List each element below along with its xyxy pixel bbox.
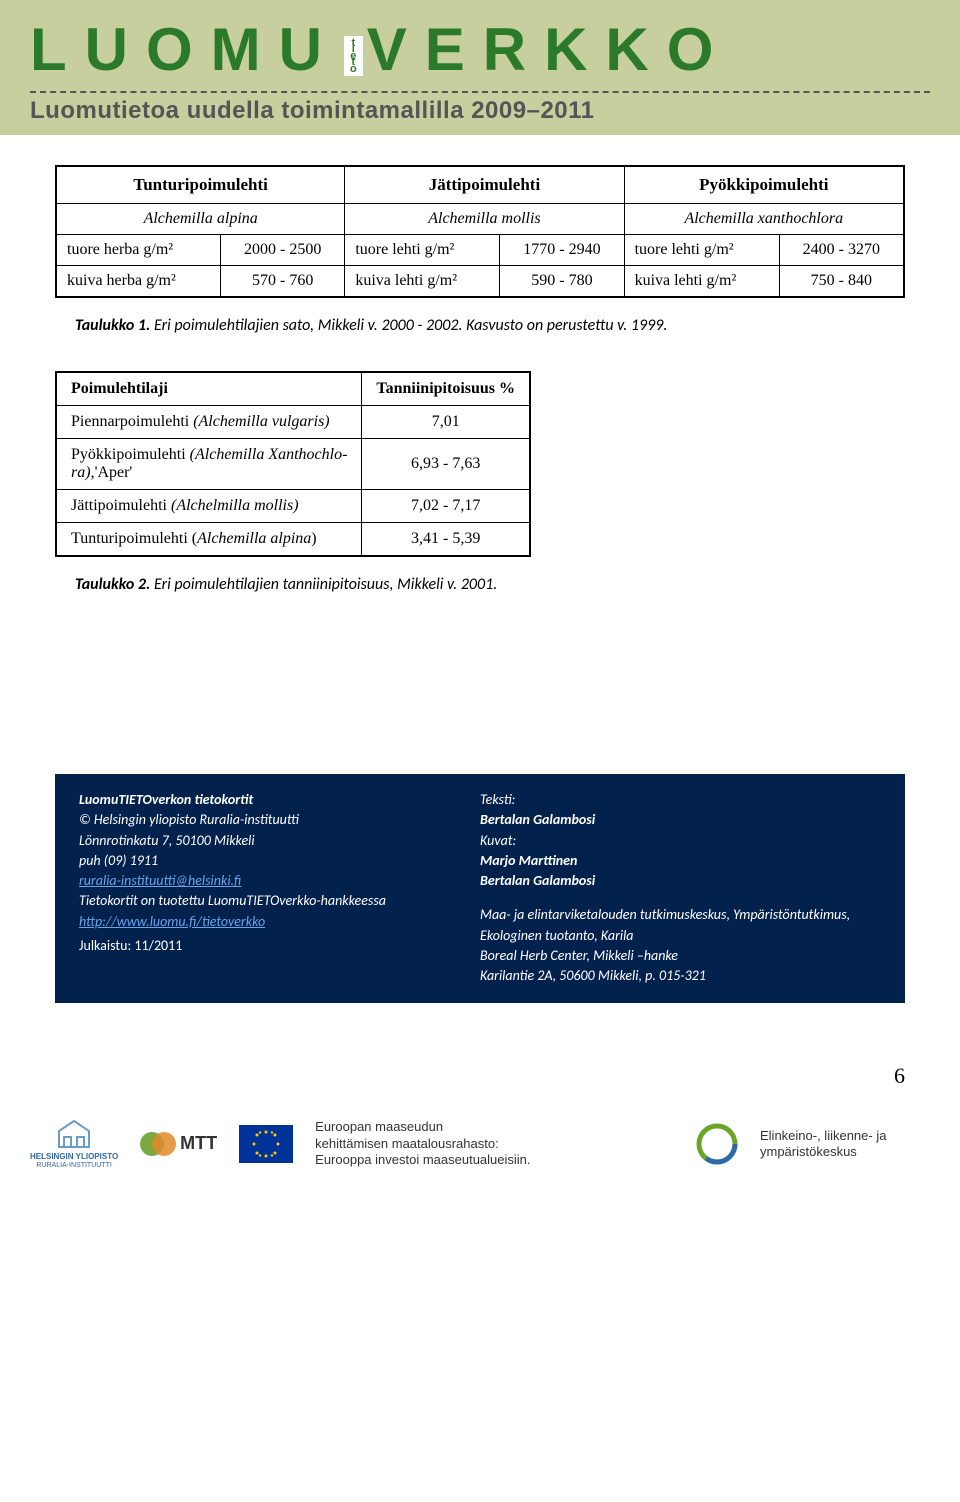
table1-head-1: Tunturipoimulehti bbox=[56, 166, 345, 204]
t1-r2-l3: kuiva lehti g/m² bbox=[624, 266, 779, 298]
t2-head-1: Poimulehtilaji bbox=[56, 372, 362, 406]
tieto-letter: o bbox=[350, 66, 357, 73]
table1-sub-3: Alchemilla xanthochlora bbox=[624, 204, 904, 235]
caption2-text: Eri poimulehtilajien tanniinipitoisuus, … bbox=[154, 575, 497, 594]
table2-caption: Taulukko 2. Eri poimulehtilajien tanniin… bbox=[75, 575, 905, 594]
footer-line: puh (09) 1911 bbox=[79, 851, 480, 871]
header-subtitle: Luomutietoa uudella toimintamallilla 200… bbox=[30, 97, 930, 135]
page-number: 6 bbox=[0, 1063, 960, 1109]
table1-head-3: Pyökkipoimulehti bbox=[624, 166, 904, 204]
footer-mid-text: Tietokortit on tuotettu LuomuTIETOverkko… bbox=[79, 891, 480, 911]
helsinki-sub: RURALIA-INSTITUUTTI bbox=[36, 1162, 111, 1170]
logo-strip: HELSINGIN YLIOPISTO RURALIA-INSTITUUTTI … bbox=[0, 1109, 960, 1190]
t2-r2-v: 6,93 - 7,63 bbox=[362, 439, 530, 490]
addr-text: Karilantie 2A, 50600 Mikkeli, p. 015-321 bbox=[480, 966, 881, 986]
mtt-text: MTT bbox=[180, 1134, 217, 1154]
caption2-bold: Taulukko 2. bbox=[75, 575, 150, 594]
t1-r1-l2: tuore lehti g/m² bbox=[345, 235, 500, 266]
footer-url-link[interactable]: http://www.luomu.fi/tietoverkko bbox=[79, 913, 265, 930]
table1-sub-1: Alchemilla alpina bbox=[56, 204, 345, 235]
t1-r1-v2: 1770 - 2940 bbox=[500, 235, 624, 266]
boreal-text: Boreal Herb Center, Mikkeli –hanke bbox=[480, 946, 881, 966]
footer-title: LuomuTIETOverkon tietokortit bbox=[79, 790, 480, 810]
logo-right-text: VERKKO bbox=[367, 20, 732, 80]
t2-r4-v: 3,41 - 5,39 bbox=[362, 523, 530, 557]
eu-line1: Euroopan maaseudun bbox=[315, 1119, 443, 1134]
footer-left: LuomuTIETOverkon tietokortit © Helsingin… bbox=[79, 790, 480, 987]
mtt-logo-icon: MTT bbox=[140, 1126, 217, 1162]
header-divider bbox=[30, 91, 930, 93]
teksti-label: Teksti: bbox=[480, 790, 881, 810]
caption1-text: Eri poimulehtilajien sato, Mikkeli v. 20… bbox=[154, 316, 667, 335]
ely-logo-icon bbox=[696, 1123, 738, 1165]
t1-r1-v1: 2000 - 2500 bbox=[221, 235, 345, 266]
t2-head-2: Tanniinipitoisuus % bbox=[362, 372, 530, 406]
footer-email-link[interactable]: ruralia-instituutti@helsinki.fi bbox=[79, 872, 241, 889]
t1-r2-v1: 570 - 760 bbox=[221, 266, 345, 298]
table1-head-2: Jättipoimulehti bbox=[345, 166, 624, 204]
eu-text-block: Euroopan maaseudun kehittämisen maatalou… bbox=[315, 1119, 530, 1170]
eu-line3: Eurooppa investoi maaseutualueisiin. bbox=[315, 1152, 530, 1167]
teksti-value: Bertalan Galambosi bbox=[480, 810, 881, 830]
eu-line2: kehittämisen maatalousrahasto: bbox=[315, 1136, 499, 1151]
page-content: Tunturipoimulehti Jättipoimulehti Pyökki… bbox=[0, 135, 960, 1063]
kuvat-label: Kuvat: bbox=[480, 831, 881, 851]
t2-r1-v: 7,01 bbox=[362, 406, 530, 439]
t2-r1-l: Piennarpoimulehti (Alchemilla vulgaris) bbox=[56, 406, 362, 439]
eu-flag-icon bbox=[239, 1125, 293, 1163]
t1-r2-l1: kuiva herba g/m² bbox=[56, 266, 221, 298]
t2-r2-l: Pyökkipoimulehti (Alchemilla Xanthochlo-… bbox=[56, 439, 362, 490]
table-tanniini: Poimulehtilaji Tanniinipitoisuus % Pienn… bbox=[55, 371, 531, 557]
t1-r1-l3: tuore lehti g/m² bbox=[624, 235, 779, 266]
t2-r4-l: Tunturipoimulehti (Alchemilla alpina) bbox=[56, 523, 362, 557]
helsinki-logo-icon: HELSINGIN YLIOPISTO RURALIA-INSTITUUTTI bbox=[30, 1119, 118, 1169]
logo-left-text: LUOMU bbox=[30, 20, 340, 80]
t1-r1-l1: tuore herba g/m² bbox=[56, 235, 221, 266]
t1-r1-v3: 2400 - 3270 bbox=[779, 235, 904, 266]
footer-box: LuomuTIETOverkon tietokortit © Helsingin… bbox=[55, 774, 905, 1003]
helsinki-text: HELSINGIN YLIOPISTO bbox=[30, 1153, 118, 1162]
spacer bbox=[480, 891, 881, 905]
t2-r3-l: Jättipoimulehti (Alchelmilla mollis) bbox=[56, 490, 362, 523]
footer-right: Teksti: Bertalan Galambosi Kuvat: Marjo … bbox=[480, 790, 881, 987]
kuvat-value-2: Bertalan Galambosi bbox=[480, 871, 881, 891]
footer-line: © Helsingin yliopisto Ruralia-instituutt… bbox=[79, 810, 480, 830]
footer-line: Lönnrotinkatu 7, 50100 Mikkeli bbox=[79, 831, 480, 851]
t1-r2-l2: kuiva lehti g/m² bbox=[345, 266, 500, 298]
t2-r3-v: 7,02 - 7,17 bbox=[362, 490, 530, 523]
table-sato: Tunturipoimulehti Jättipoimulehti Pyökki… bbox=[55, 165, 905, 298]
logo-row: LUOMU t i e t o VERKKO bbox=[30, 10, 930, 85]
logo-tieto-block: t i e t o bbox=[344, 36, 363, 77]
table1-sub-2: Alchemilla mollis bbox=[345, 204, 624, 235]
ely-text: Elinkeino-, liikenne- ja ympäristökeskus bbox=[760, 1128, 930, 1159]
caption1-bold: Taulukko 1. bbox=[75, 316, 150, 335]
table1-caption: Taulukko 1. Eri poimulehtilajien sato, M… bbox=[75, 316, 905, 335]
t1-r2-v3: 750 - 840 bbox=[779, 266, 904, 298]
header-banner: LUOMU t i e t o VERKKO Luomutietoa uudel… bbox=[0, 0, 960, 135]
t1-r2-v2: 590 - 780 bbox=[500, 266, 624, 298]
kuvat-value-1: Marjo Marttinen bbox=[480, 851, 881, 871]
maa-text: Maa- ja elintarviketalouden tutkimuskesk… bbox=[480, 905, 881, 946]
footer-published: Julkaistu: 11/2011 bbox=[79, 936, 480, 956]
